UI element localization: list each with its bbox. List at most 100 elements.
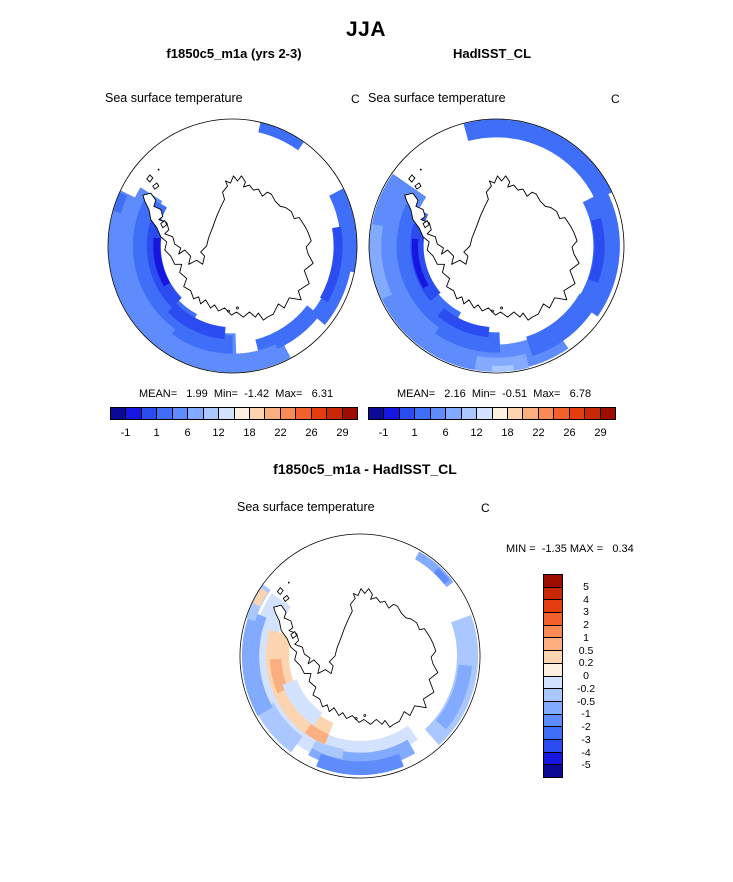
- colorbar-tick-label: -2: [581, 721, 591, 733]
- obs-panel-title: HadISST_CL: [452, 46, 532, 61]
- colorbar-tick-label: -1: [120, 427, 131, 439]
- diff-map: [239, 533, 481, 779]
- colorbar-cell: [544, 727, 562, 740]
- colorbar-cell: [544, 765, 562, 777]
- sst-shading-band: [310, 245, 354, 326]
- colorbar-tick-label: 6: [442, 427, 449, 439]
- obs-stats: MEAN= 2.16 Min= -0.51 Max= 6.78: [396, 388, 592, 400]
- colorbar-cell: [446, 408, 462, 419]
- map-rim: [239, 533, 481, 779]
- sst-shading-band: [435, 316, 501, 353]
- colorbar-cell: [507, 408, 524, 419]
- colorbar-cell: [544, 587, 562, 601]
- sst-shading-band: [414, 551, 454, 588]
- colorbar-tick-label: -5: [581, 759, 591, 772]
- obs-colorbar: [368, 407, 616, 420]
- model-units-label: C: [351, 92, 360, 106]
- colorbar-tick-label: 0: [583, 670, 589, 682]
- colorbar-cell: [544, 701, 562, 715]
- sst-shading-band: [167, 303, 226, 340]
- colorbar-cell: [249, 408, 266, 419]
- sst-shading-band: [474, 353, 530, 372]
- colorbar-cell: [203, 408, 220, 419]
- colorbar-cell: [126, 408, 142, 419]
- sst-shading-band: [411, 238, 429, 289]
- page-title: JJA: [345, 18, 387, 41]
- colorbar-tick-label: 1: [411, 427, 418, 439]
- colorbar-tick-label: -4: [581, 746, 591, 759]
- model-stats: MEAN= 1.99 Min= -1.42 Max= 6.31: [138, 388, 334, 400]
- sst-shading-band: [258, 122, 304, 151]
- sst-shading-band: [252, 593, 321, 753]
- colorbar-tick-label: -3: [581, 733, 591, 746]
- colorbar-cell: [234, 408, 250, 419]
- sst-shading-band: [112, 192, 128, 214]
- colorbar-tick-label: 29: [336, 427, 349, 439]
- sst-shading-band: [492, 364, 515, 372]
- model-colorbar: [110, 407, 358, 420]
- obs-units-label: C: [611, 92, 620, 106]
- colorbar-cell: [172, 408, 189, 419]
- sst-shading-band: [153, 237, 171, 287]
- colorbar-cell: [141, 408, 158, 419]
- colorbar-cell: [544, 752, 562, 766]
- colorbar-tick-label: 29: [594, 427, 607, 439]
- colorbar-cell: [544, 663, 562, 677]
- sst-shading-band: [241, 611, 273, 717]
- model-panel-title: f1850c5_m1a (yrs 2-3): [166, 46, 302, 61]
- diff-panel-title: f1850c5_m1a - HadISST_CL: [273, 461, 457, 477]
- colorbar-tick-label: -0.5: [576, 695, 596, 708]
- colorbar-tick-label: 1: [153, 427, 160, 439]
- colorbar-tick-label: 18: [501, 427, 514, 439]
- colorbar-tick-label: 2: [583, 619, 589, 631]
- colorbar-tick-label: 3: [583, 606, 589, 619]
- colorbar-cell: [544, 613, 562, 626]
- colorbar-tick-label: 26: [305, 427, 318, 439]
- diff-units-label: C: [481, 501, 490, 515]
- sst-shading-band: [525, 293, 598, 357]
- colorbar-cell: [430, 408, 447, 419]
- sst-shading-band: [588, 218, 605, 283]
- colorbar-cell: [538, 408, 555, 419]
- sst-shading-band: [437, 308, 490, 338]
- sst-shading-band: [304, 724, 329, 745]
- model-colorbar-ticks: -1 1 6 12 18 22 26 29: [110, 427, 358, 441]
- colorbar-cell: [415, 408, 431, 419]
- colorbar-cell: [544, 676, 562, 690]
- sst-shading-band: [316, 753, 404, 776]
- colorbar-cell: [219, 408, 235, 419]
- colorbar-cell: [492, 408, 508, 419]
- colorbar-tick-label: 5: [583, 580, 589, 593]
- sst-shading-band: [463, 119, 612, 201]
- sst-shading-band: [269, 658, 289, 694]
- colorbar-cell: [544, 689, 562, 702]
- colorbar-cell: [544, 600, 562, 614]
- sst-shading-band: [171, 319, 233, 354]
- colorbar-tick-label: 0.5: [578, 644, 594, 657]
- colorbar-cell: [280, 408, 297, 419]
- colorbar-cell: [523, 408, 539, 419]
- colorbar-cell: [544, 739, 562, 753]
- colorbar-cell: [188, 408, 204, 419]
- colorbar-cell: [327, 408, 343, 419]
- colorbar-cell: [157, 408, 173, 419]
- obs-colorbar-ticks: -1 1 6 12 18 22 26 29: [368, 427, 616, 441]
- sst-shading-band: [575, 190, 620, 317]
- colorbar-cell: [544, 625, 562, 639]
- sst-shading-band: [435, 664, 472, 730]
- colorbar-cell: [461, 408, 478, 419]
- colorbar-tick-label: 18: [243, 427, 256, 439]
- colorbar-cell: [544, 575, 562, 588]
- colorbar-cell: [296, 408, 312, 419]
- colorbar-tick-label: -1: [378, 427, 389, 439]
- colorbar-cell: [477, 408, 493, 419]
- colorbar-tick-label: 22: [274, 427, 287, 439]
- obs-variable-label: Sea surface temperature: [368, 91, 506, 105]
- colorbar-cell: [311, 408, 328, 419]
- colorbar-tick-label: 12: [470, 427, 483, 439]
- map-rim: [107, 118, 358, 374]
- colorbar-tick-label: 0.2: [578, 657, 594, 670]
- sst-shading-band: [252, 588, 268, 607]
- colorbar-tick-label: 6: [184, 427, 191, 439]
- colorbar-cell: [544, 651, 562, 664]
